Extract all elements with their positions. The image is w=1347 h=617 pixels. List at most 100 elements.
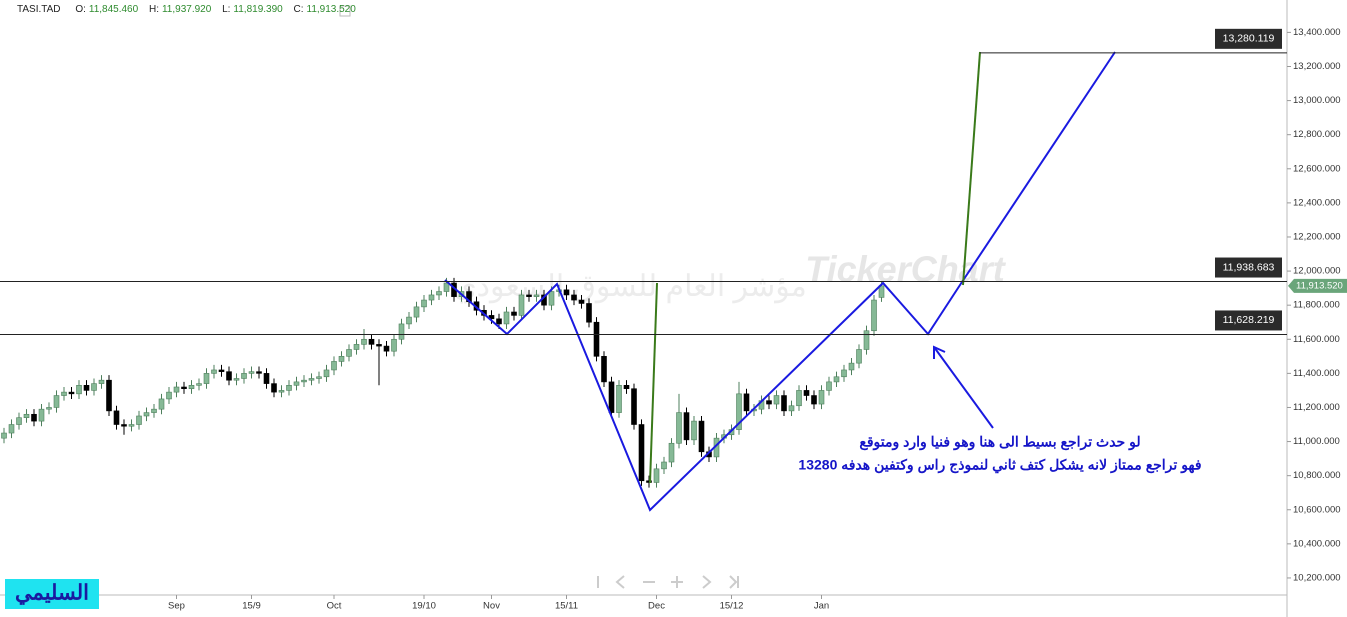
candle-body (113, 410, 120, 425)
y-tick-label: 10,800.000 (1293, 470, 1341, 481)
arrow-head (933, 345, 946, 359)
candle-body (346, 349, 352, 357)
candle-body (1, 432, 7, 439)
y-tick-label: 13,200.000 (1293, 61, 1341, 72)
x-tick-label: Jan (814, 601, 829, 612)
candle-body (31, 413, 37, 422)
candle-body (286, 385, 292, 391)
candle-body (563, 289, 570, 296)
candle-body (98, 379, 105, 384)
candle-body (76, 385, 82, 395)
candle-body (518, 294, 525, 316)
candle-body (203, 373, 210, 384)
candle-body (106, 379, 112, 412)
candle-body (173, 386, 180, 393)
candle-body (353, 344, 360, 350)
label: C: (293, 4, 304, 15)
candle-body (848, 362, 855, 371)
candle-body (638, 424, 645, 482)
candle-body (376, 344, 382, 347)
candle-body (226, 371, 232, 381)
candle-body (533, 294, 540, 297)
navigation (597, 575, 739, 589)
candle-body (256, 371, 262, 374)
y-tick-label: 12,800.000 (1293, 129, 1341, 140)
candle-body (158, 398, 165, 410)
candle-body (241, 373, 247, 379)
candle-body (413, 306, 420, 318)
projection-line (962, 51, 981, 286)
author-badge (5, 579, 99, 609)
candle-body (61, 391, 67, 396)
label: H: (148, 4, 159, 15)
settings-icon[interactable] (339, 5, 351, 17)
candle-body (623, 385, 630, 390)
y-tick-label: 10,400.000 (1293, 538, 1341, 549)
candle-body (796, 390, 802, 407)
candle-body (383, 345, 390, 352)
last-price-label: 11,913.520 (1296, 280, 1343, 291)
candle-body (8, 424, 15, 434)
nav-end[interactable] (729, 575, 739, 589)
y-tick-label: 12,000.000 (1293, 266, 1341, 277)
y-tick-label: 12,200.000 (1293, 231, 1341, 242)
candle-body (631, 388, 637, 425)
y-tick-label: 12,400.000 (1293, 197, 1341, 208)
candle-body (91, 383, 97, 391)
candle-body (683, 412, 690, 441)
candle-body (136, 415, 142, 425)
nav-back[interactable] (615, 575, 625, 589)
candle-body (308, 378, 315, 381)
candle-body (593, 321, 600, 357)
annotation: فهو تراجع ممتاز لانه يشكل كتف ثاني لنموذ… (798, 457, 1201, 474)
x-tick-label: 15/9 (242, 601, 261, 612)
x-tick-label: Oct (327, 601, 342, 612)
candle-body (301, 379, 307, 383)
level-label: 11,938.683 (1223, 261, 1275, 273)
candle-body (743, 393, 750, 412)
nav-zoom-in[interactable] (671, 576, 683, 588)
candle-body (271, 383, 277, 393)
candle-body (293, 381, 300, 386)
y-tick-label: 11,600.000 (1293, 334, 1340, 345)
candle-body (46, 407, 52, 410)
candle-body (233, 378, 240, 381)
candle-body (833, 376, 840, 383)
label: O: (75, 4, 86, 15)
candle-body (436, 291, 442, 296)
x-tick-label: 15/12 (720, 601, 744, 612)
candle-body (338, 356, 345, 362)
y-tick-label: 10,200.000 (1293, 572, 1341, 583)
x-tick-label: 15/11 (555, 601, 578, 612)
candle-body (503, 311, 510, 325)
y-tick-label: 13,400.000 (1293, 27, 1341, 38)
candle-body (571, 294, 577, 301)
value: 11,913.520 (306, 4, 356, 15)
label: L: (222, 4, 231, 15)
candle-body (166, 391, 172, 400)
candle-body (871, 299, 877, 332)
level-label: 13,280.119 (1223, 33, 1275, 45)
x-tick-label: Nov (483, 601, 500, 612)
candle-body (23, 413, 30, 418)
candle-body (391, 338, 397, 352)
candle-body (863, 330, 870, 350)
candle-body (398, 323, 405, 340)
y-tick-label: 11,800.000 (1293, 300, 1340, 311)
candle-body (181, 386, 187, 390)
candle-body (661, 461, 667, 470)
level-label-box (1215, 310, 1282, 331)
y-tick-label: 11,000.000 (1293, 436, 1340, 447)
candle-body (766, 400, 772, 405)
candle-body (218, 369, 225, 372)
author: السليمي (15, 582, 89, 606)
ohlc-header: TASI.TAD O: 11,845.460 H: 11,937.920 L: 11,… (17, 4, 364, 15)
nav-forward[interactable] (702, 575, 712, 589)
candles (1, 277, 885, 488)
x-tick-label: Dec (648, 601, 665, 612)
candle-body (856, 349, 862, 364)
candle-body (196, 383, 202, 386)
candle-body (586, 303, 592, 323)
candle-body (496, 318, 502, 325)
